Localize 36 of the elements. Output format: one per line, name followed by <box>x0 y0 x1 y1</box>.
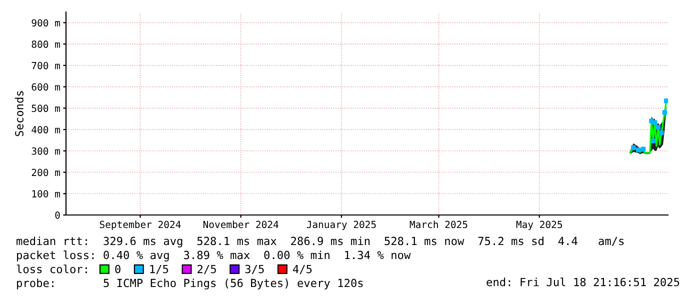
text: probe: 5 ICMP Echo Pings (56 Bytes) every 120s <box>17 278 363 290</box>
y-tick-label: 800 m <box>32 40 60 48</box>
point <box>649 118 654 124</box>
y-tick-label: 0 <box>55 212 60 219</box>
x-tick-label: September 2024 <box>100 220 181 230</box>
legend-label: 2/5 <box>198 264 216 274</box>
point <box>636 147 641 152</box>
text: median rtt: 329.6 ms avg 528.1 ms max 286.9 ms min 528.1 ms now 75.2 ms sd 4.4 am/s <box>16 236 624 248</box>
legend-label: 1/5 <box>150 264 168 274</box>
legend-label: 3/5 <box>245 264 264 274</box>
legend-label: 4/5 <box>293 264 312 274</box>
y-axis-title: Seconds <box>14 91 24 136</box>
point <box>664 98 668 104</box>
y-tick-label: 600 m <box>32 83 60 91</box>
y-tick-label: 500 m <box>32 104 60 112</box>
y-tick-label: 200 m <box>32 168 60 176</box>
point <box>650 138 656 144</box>
x-tick-label: March 2025 <box>410 220 468 228</box>
y-tick-label: 400 m <box>32 126 60 134</box>
point <box>640 146 646 152</box>
legend-label: 0 <box>115 264 120 274</box>
legend-title: loss color: <box>16 264 87 274</box>
x-tick-label: May 2025 <box>516 220 562 230</box>
point <box>630 145 636 150</box>
y-tick-label: 700 m <box>32 62 60 70</box>
point <box>659 130 664 136</box>
text: end: Fri Jul 18 21:16:51 2025 <box>486 278 680 286</box>
point <box>656 124 660 130</box>
y-tick-label: 100 m <box>32 190 60 198</box>
text: packet loss: 0.40 % avg 3.89 % max 0.00 % min 1.34 % now <box>17 250 411 262</box>
point <box>662 110 668 115</box>
y-tick-label: 900 m <box>32 19 60 27</box>
x-tick-label: November 2024 <box>203 220 278 228</box>
point <box>652 120 658 125</box>
x-tick-label: January 2025 <box>306 220 376 230</box>
y-tick-label: 300 m <box>32 147 60 155</box>
